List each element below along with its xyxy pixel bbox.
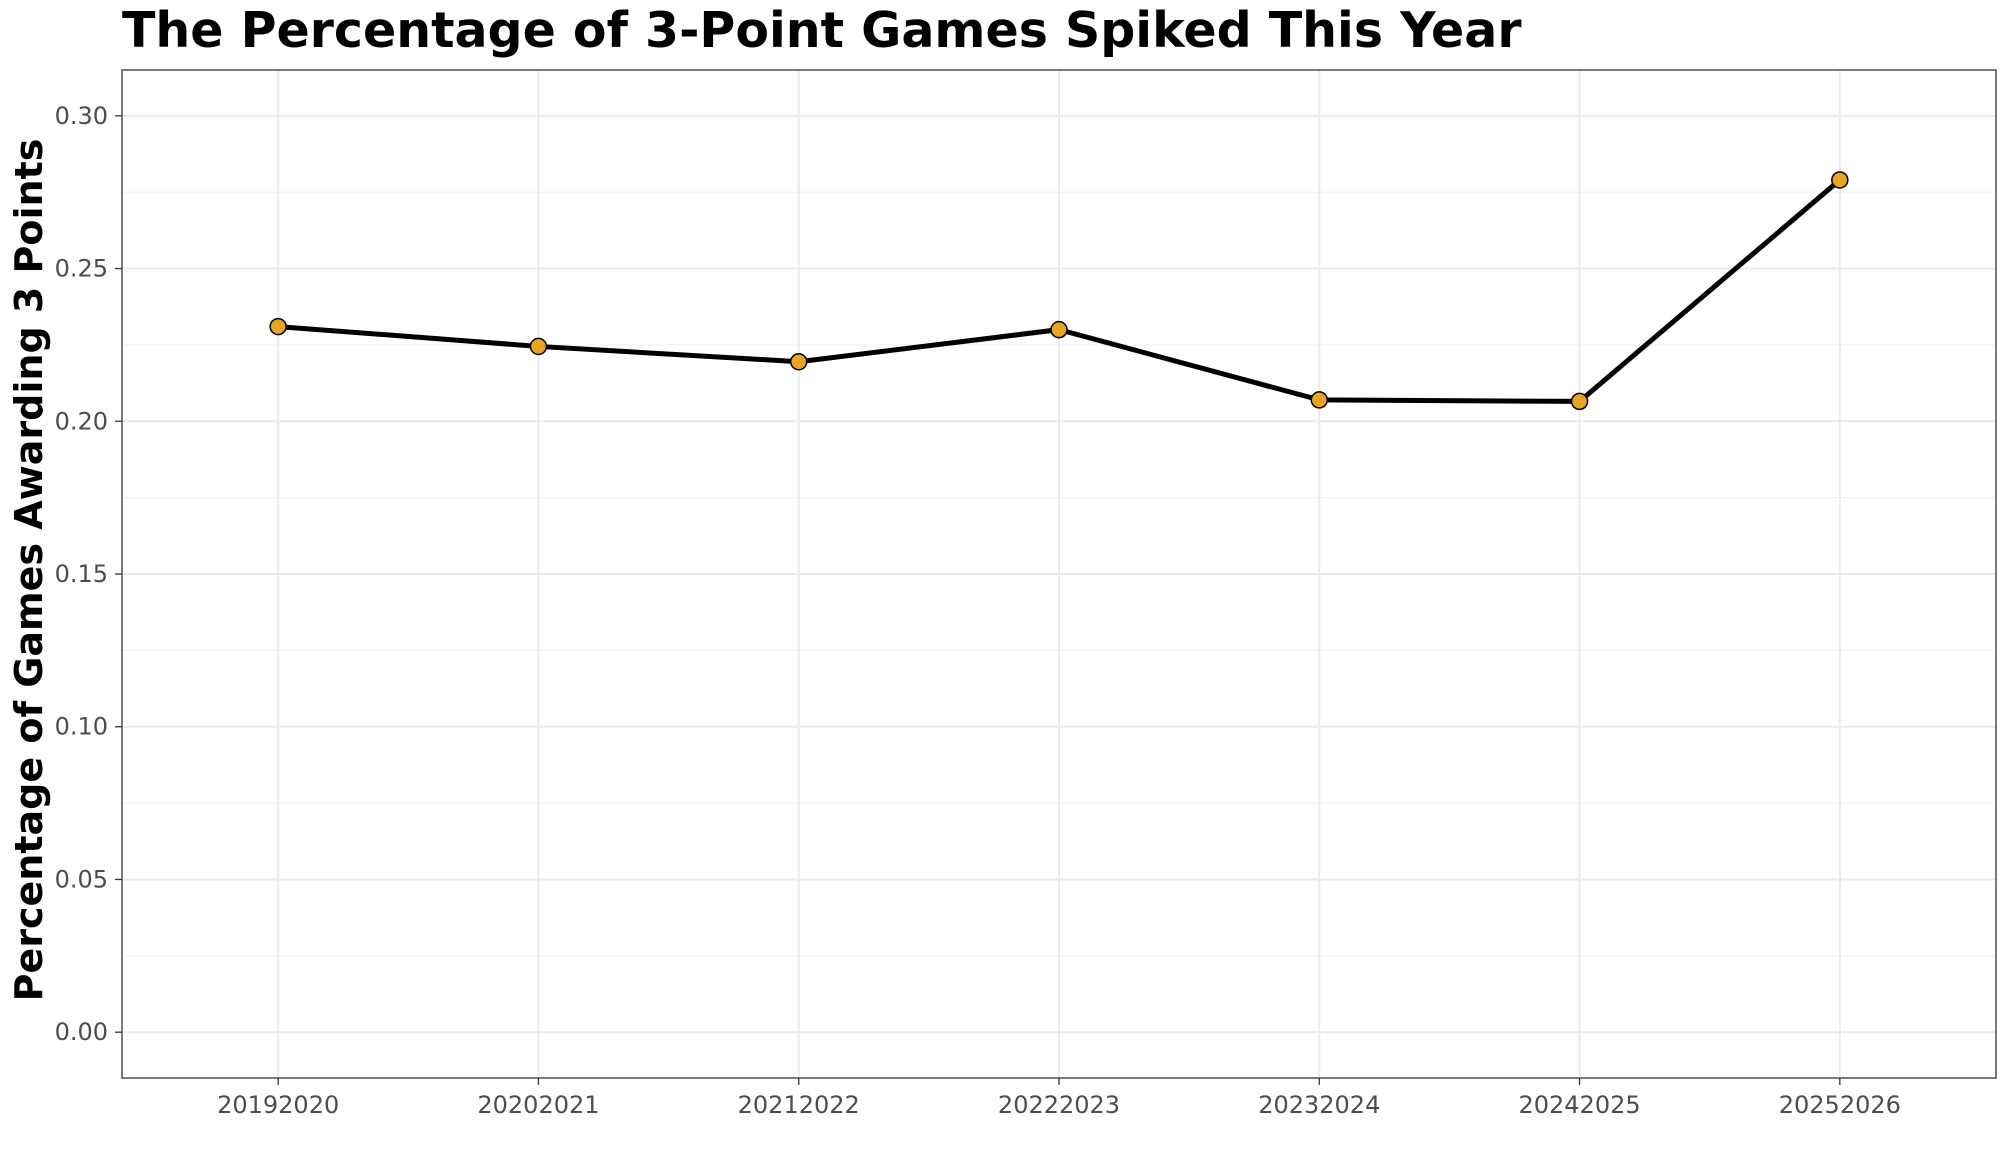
y-tick-label: 0.05: [55, 865, 108, 893]
x-tick-label: 20212022: [738, 1091, 860, 1119]
x-tick-label: 20242025: [1518, 1091, 1640, 1119]
y-tick-label: 0.15: [55, 560, 108, 588]
data-point: [1570, 392, 1589, 411]
data-point: [529, 337, 548, 356]
data-point: [1310, 391, 1329, 409]
data-point: [269, 317, 287, 336]
y-axis-label: Percentage of Games Awarding 3 Points: [7, 139, 51, 1002]
x-tick-label: 20232024: [1258, 1091, 1380, 1119]
y-tick-label: 0.20: [55, 407, 108, 435]
axes: 0.00 0.05 0.10 0.15 0.20 0.25 0.30 20192020 2020…: [55, 69, 1997, 1119]
data-point: [789, 352, 808, 371]
x-tick-label: 20222023: [998, 1091, 1120, 1119]
x-tick-label: 20252026: [1779, 1091, 1901, 1119]
series: [269, 171, 1849, 411]
y-tick-label: 0.00: [55, 1018, 108, 1046]
data-point: [1831, 171, 1849, 189]
grid: [122, 70, 1996, 1078]
x-tick-label: 20192020: [217, 1091, 339, 1119]
chart-title: The Percentage of 3-Point Games Spiked T…: [122, 2, 1522, 59]
data-point: [1050, 320, 1068, 339]
y-tick-label: 0.25: [55, 255, 108, 283]
x-tick-label: 20202021: [477, 1091, 599, 1119]
y-tick-label: 0.30: [55, 102, 108, 130]
y-tick-label: 0.10: [55, 713, 108, 741]
